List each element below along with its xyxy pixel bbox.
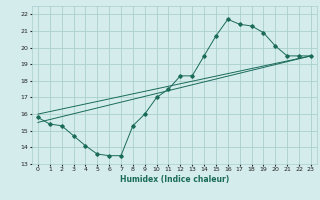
X-axis label: Humidex (Indice chaleur): Humidex (Indice chaleur) [120,175,229,184]
